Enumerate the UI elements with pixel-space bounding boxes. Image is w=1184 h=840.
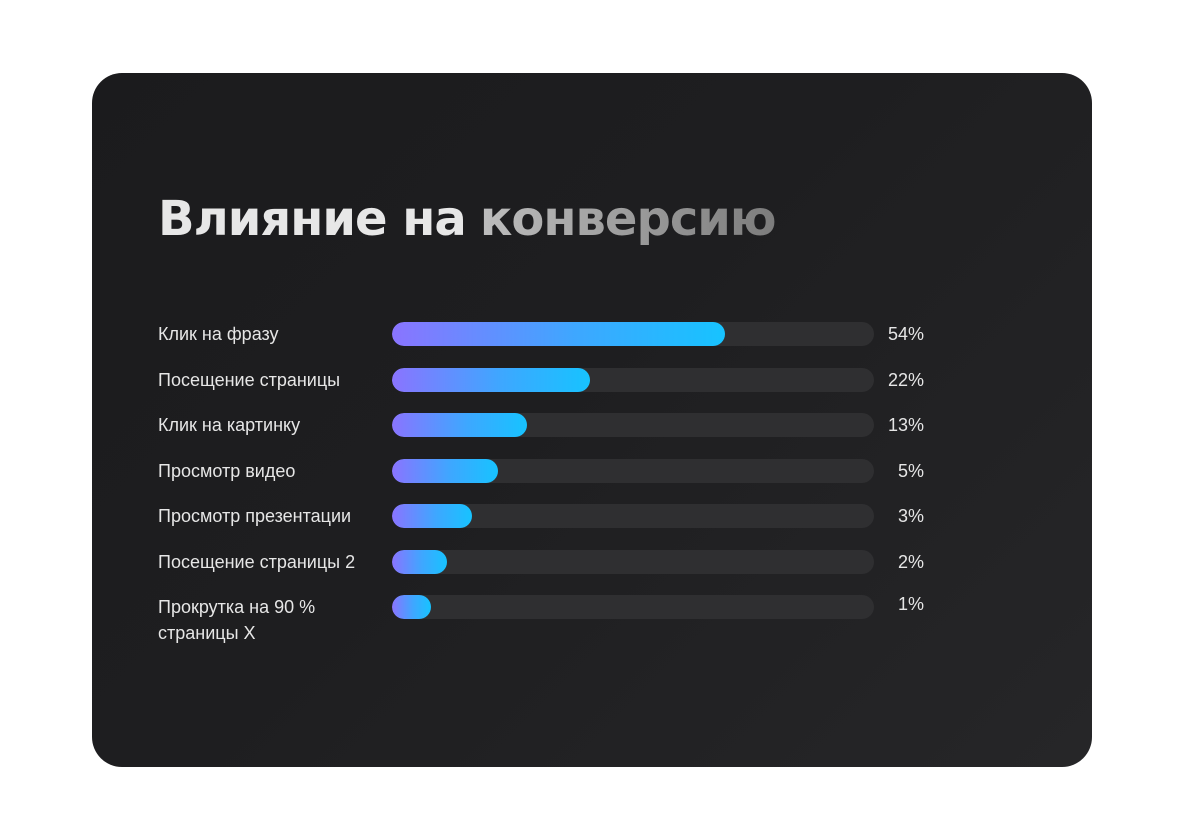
bar-value-label: 3%	[897, 506, 924, 526]
bar-label-line: страницы X	[158, 623, 256, 643]
bar-value-label: 2%	[897, 552, 924, 572]
bar-label-line: Посещение страницы	[158, 370, 341, 390]
bar-fill	[392, 459, 498, 483]
bar-label: Посещение страницы 2	[158, 549, 388, 575]
bar-fill	[392, 368, 590, 392]
bar-label: Клик на картинку	[158, 412, 388, 438]
chart-card: Влияние на конверсию Клик на фразу 54% Посе…	[92, 73, 1092, 767]
bar-rows: Клик на фразу 54% Посещение страницы 22% Кли…	[92, 73, 1092, 767]
bar-label-line: Клик на картинку	[158, 415, 301, 435]
bar-value-label: 54%	[887, 324, 924, 344]
bar-label-line: Просмотр видео	[158, 461, 296, 481]
chart-title: Влияние на конверсию	[158, 195, 777, 243]
bar-fill	[392, 595, 431, 619]
bar-label: Клик на фразу	[158, 321, 388, 347]
bar-label-line: Посещение страницы 2	[158, 552, 356, 572]
bar-label: Посещение страницы	[158, 367, 388, 393]
chart-title-part2: конверсию	[479, 191, 777, 247]
bar-fill	[392, 550, 447, 574]
bar-track	[392, 368, 874, 392]
bar-value-label: 22%	[887, 370, 924, 390]
bar-label: Прокрутка на 90 % страницы X	[158, 594, 388, 646]
bar-value-label: 13%	[887, 415, 924, 435]
bar-track	[392, 504, 874, 528]
bar-value-label: 5%	[897, 461, 924, 481]
bar-track	[392, 322, 874, 346]
bar-fill	[392, 504, 472, 528]
bar-fill	[392, 322, 725, 346]
bar-label-line: Прокрутка на 90 %	[158, 597, 316, 617]
bar-value-label: 1%	[897, 594, 924, 614]
chart-title-part1: Влияние на	[158, 191, 467, 247]
bar-fill	[392, 413, 527, 437]
bar-track	[392, 595, 874, 619]
bar-track	[392, 459, 874, 483]
bar-label: Просмотр видео	[158, 458, 388, 484]
bar-track	[392, 550, 874, 574]
bar-track	[392, 413, 874, 437]
bar-label-line: Просмотр презентации	[158, 506, 352, 526]
bar-label-line: Клик на фразу	[158, 324, 279, 344]
bar-label: Просмотр презентации	[158, 503, 388, 529]
